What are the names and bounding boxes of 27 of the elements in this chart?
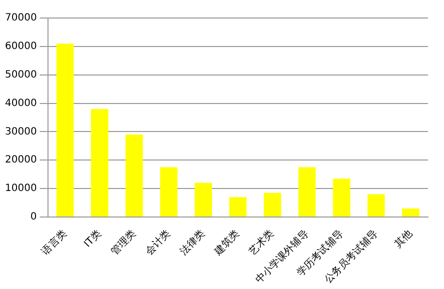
bar: [91, 108, 108, 217]
bar: [126, 134, 143, 217]
bar: [160, 167, 178, 217]
x-tick-label: 建筑类: [211, 228, 242, 258]
bar: [332, 178, 350, 217]
y-tick-label: 20000: [5, 154, 37, 166]
y-tick-label: 10000: [5, 183, 37, 194]
y-tick-label: 60000: [5, 41, 37, 52]
bar: [298, 167, 316, 217]
x-tick-label: 艺术类: [246, 228, 276, 258]
y-tick-label: 70000: [5, 12, 37, 24]
y-tick-label: 0: [30, 212, 37, 223]
bar: [56, 44, 74, 217]
x-tick-label: 语言类: [39, 228, 70, 258]
y-tick-label: 40000: [5, 98, 37, 109]
bar: [194, 182, 212, 217]
bar: [229, 197, 247, 217]
x-tick-label: IT类: [82, 228, 104, 250]
y-tick-label: 50000: [5, 69, 37, 80]
x-tick-label: 法律类: [178, 228, 208, 258]
bar: [264, 192, 282, 217]
bar: [368, 194, 385, 217]
x-tick-label: 管理类: [108, 228, 138, 258]
y-tick-label: 30000: [5, 126, 37, 138]
bar: [402, 208, 420, 217]
x-tick-label: 会计类: [143, 228, 173, 258]
x-tick-label: 其他: [392, 228, 415, 250]
